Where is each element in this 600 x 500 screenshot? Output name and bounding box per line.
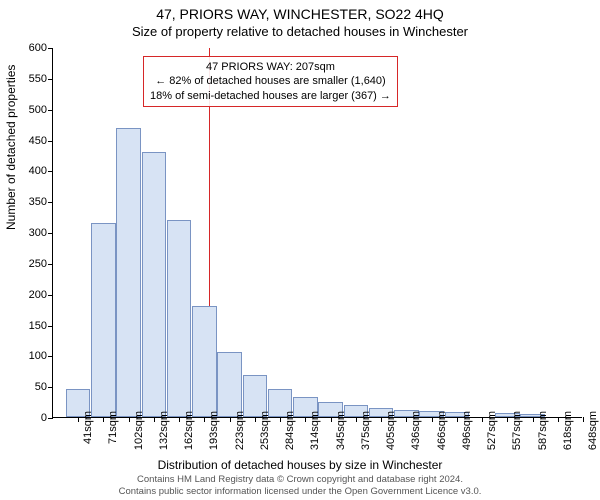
y-tick-label: 600	[13, 42, 47, 54]
x-tick-mark	[331, 417, 332, 422]
y-tick-mark	[48, 356, 53, 357]
y-tick-mark	[48, 171, 53, 172]
x-tick-mark	[356, 417, 357, 422]
histogram-bar	[142, 152, 166, 417]
y-tick-label: 250	[13, 258, 47, 270]
y-tick-label: 350	[13, 196, 47, 208]
x-tick-mark	[432, 417, 433, 422]
histogram-bar	[167, 220, 191, 417]
x-tick-mark	[381, 417, 382, 422]
x-tick-mark	[129, 417, 130, 422]
x-tick-mark	[406, 417, 407, 422]
annotation-line: 18% of semi-detached houses are larger (…	[150, 89, 391, 103]
x-tick-label: 375sqm	[360, 411, 372, 450]
x-tick-mark	[255, 417, 256, 422]
x-tick-mark	[583, 417, 584, 422]
x-tick-label: 223sqm	[234, 411, 246, 450]
y-tick-mark	[48, 233, 53, 234]
y-tick-label: 50	[13, 381, 47, 393]
annotation-line: ← 82% of detached houses are smaller (1,…	[150, 74, 391, 88]
x-tick-label: 618sqm	[562, 411, 574, 450]
histogram-bar	[217, 352, 241, 417]
footer-line-2: Contains public sector information licen…	[0, 486, 600, 498]
x-tick-mark	[305, 417, 306, 422]
histogram-bar	[91, 223, 115, 417]
x-tick-label: 253sqm	[259, 411, 271, 450]
y-tick-label: 150	[13, 320, 47, 332]
y-tick-mark	[48, 418, 53, 419]
y-tick-label: 0	[13, 412, 47, 424]
y-tick-mark	[48, 264, 53, 265]
y-tick-mark	[48, 110, 53, 111]
x-tick-mark	[103, 417, 104, 422]
x-tick-mark	[482, 417, 483, 422]
x-tick-label: 284sqm	[284, 411, 296, 450]
histogram-bar	[192, 306, 216, 417]
x-tick-label: 193sqm	[208, 411, 220, 450]
x-tick-label: 71sqm	[107, 411, 119, 444]
x-tick-mark	[457, 417, 458, 422]
y-tick-label: 300	[13, 227, 47, 239]
x-tick-label: 587sqm	[537, 411, 549, 450]
x-tick-label: 314sqm	[309, 411, 321, 450]
histogram-bar	[116, 128, 140, 417]
x-axis-label: Distribution of detached houses by size …	[0, 458, 600, 472]
x-tick-mark	[558, 417, 559, 422]
y-tick-mark	[48, 295, 53, 296]
x-tick-label: 648sqm	[587, 411, 599, 450]
x-tick-label: 162sqm	[183, 411, 195, 450]
y-tick-mark	[48, 79, 53, 80]
chart-title-address: 47, PRIORS WAY, WINCHESTER, SO22 4HQ	[0, 0, 600, 22]
y-tick-label: 550	[13, 73, 47, 85]
y-tick-label: 400	[13, 165, 47, 177]
x-tick-label: 466sqm	[436, 411, 448, 450]
x-tick-label: 557sqm	[511, 411, 523, 450]
x-tick-mark	[204, 417, 205, 422]
x-tick-mark	[280, 417, 281, 422]
x-tick-mark	[78, 417, 79, 422]
y-tick-label: 500	[13, 104, 47, 116]
x-tick-label: 405sqm	[385, 411, 397, 450]
x-tick-label: 41sqm	[82, 411, 94, 444]
annotation-box: 47 PRIORS WAY: 207sqm← 82% of detached h…	[143, 56, 398, 107]
y-tick-mark	[48, 48, 53, 49]
y-tick-mark	[48, 141, 53, 142]
y-tick-label: 200	[13, 289, 47, 301]
y-tick-mark	[48, 326, 53, 327]
x-tick-label: 102sqm	[133, 411, 145, 450]
y-tick-mark	[48, 202, 53, 203]
x-tick-mark	[230, 417, 231, 422]
x-tick-label: 345sqm	[335, 411, 347, 450]
x-tick-mark	[533, 417, 534, 422]
chart-area: 47 PRIORS WAY: 207sqm← 82% of detached h…	[52, 48, 582, 418]
x-tick-mark	[507, 417, 508, 422]
x-tick-label: 496sqm	[461, 411, 473, 450]
annotation-line: 47 PRIORS WAY: 207sqm	[150, 60, 391, 74]
x-tick-mark	[154, 417, 155, 422]
footer-line-1: Contains HM Land Registry data © Crown c…	[0, 474, 600, 486]
x-tick-label: 436sqm	[410, 411, 422, 450]
x-tick-label: 527sqm	[486, 411, 498, 450]
x-tick-mark	[179, 417, 180, 422]
plot-region: 47 PRIORS WAY: 207sqm← 82% of detached h…	[52, 48, 582, 418]
y-tick-label: 100	[13, 350, 47, 362]
y-tick-mark	[48, 387, 53, 388]
x-tick-label: 132sqm	[158, 411, 170, 450]
footer-attribution: Contains HM Land Registry data © Crown c…	[0, 474, 600, 498]
chart-subtitle: Size of property relative to detached ho…	[0, 22, 600, 39]
y-tick-label: 450	[13, 135, 47, 147]
